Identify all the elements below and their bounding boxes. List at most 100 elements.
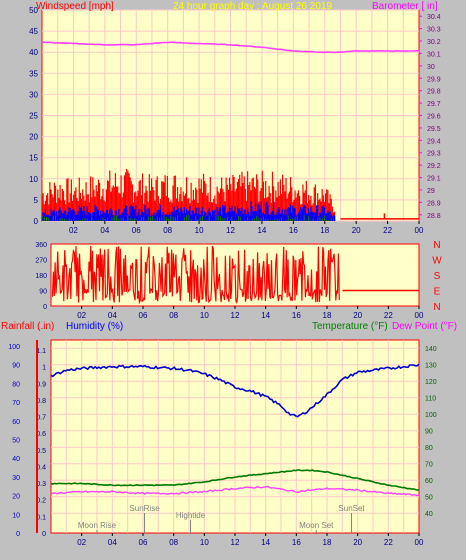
direction-xtick-label: 08 <box>169 311 178 320</box>
windspeed-tick-label: 0 <box>34 217 39 226</box>
rainfall-tick-label: 0 <box>42 531 46 538</box>
temperature-xtick-label: 02 <box>77 538 86 547</box>
direction-xtick-label: 12 <box>231 311 240 320</box>
wind-xtick-label: 10 <box>195 226 204 235</box>
temperature-xtick-label: 08 <box>169 538 178 547</box>
temperature-xtick-label: 00 <box>415 538 424 547</box>
windspeed-tick-label: 50 <box>29 6 38 15</box>
direction-xtick-label: 20 <box>353 311 362 320</box>
rainfall-tick-label: 0.1 <box>36 514 46 521</box>
direction-tick-label: 180 <box>35 273 47 280</box>
barometer-tick-label: 30.3 <box>427 27 441 34</box>
windspeed-tick-label: 10 <box>29 175 38 184</box>
rainfall-tick-label: 0.8 <box>36 398 46 405</box>
barometer-tick-label: 29.1 <box>427 176 441 183</box>
temperature-xtick-label: 12 <box>231 538 240 547</box>
temperature-xtick-label: 14 <box>261 538 270 547</box>
barometer-tick-label: 29.8 <box>427 89 441 96</box>
direction-tick-label: 90 <box>39 289 47 296</box>
event-label: SunRise <box>129 504 160 513</box>
temperature-tick-label: 40 <box>425 511 433 518</box>
temperature-xtick-label: 04 <box>108 538 117 547</box>
barometer-tick-label: 29.2 <box>427 163 441 170</box>
direction-xtick-label: 06 <box>139 311 148 320</box>
windspeed-tick-label: 45 <box>29 27 38 36</box>
temperature-tick-label: 100 <box>425 412 437 419</box>
windspeed-tick-label: 40 <box>29 48 38 57</box>
windspeed-tick-label: 5 <box>34 196 39 205</box>
rainfall-tick-label: 0.7 <box>36 415 46 422</box>
compass-label: N <box>433 302 440 313</box>
temperature-tick-label: 50 <box>425 495 433 502</box>
temperature-axis-label: Temperature (°F) <box>312 321 388 332</box>
direction-xtick-label: 22 <box>384 311 393 320</box>
barometer-tick-label: 30.4 <box>427 14 441 21</box>
direction-tick-label: 360 <box>35 242 47 249</box>
temperature-tick-label: 140 <box>425 346 437 353</box>
temperature-xtick-label: 22 <box>384 538 393 547</box>
rainfall-tick-label: 1 <box>42 365 46 372</box>
humidity-line <box>50 363 420 418</box>
temperature-tick-label: 60 <box>425 478 433 485</box>
dewpoint-axis-label: Dew Point (°F) <box>392 321 458 332</box>
event-label: SunSet <box>338 504 365 513</box>
humidity-tick-label: 30 <box>12 475 20 482</box>
barometer-tick-label: 29.9 <box>427 76 441 83</box>
temperature-xtick-label: 06 <box>139 538 148 547</box>
barometer-axis-label: Barometer [ in] <box>372 1 438 12</box>
direction-tick-label: 0 <box>43 304 47 311</box>
temperature-tick-label: 130 <box>425 363 437 370</box>
barometer-tick-label: 29.5 <box>427 126 441 133</box>
direction-xtick-label: 04 <box>108 311 117 320</box>
barometer-line <box>41 41 420 54</box>
windspeed-axis-label: Windspeed [mph] <box>36 1 114 12</box>
barometer-tick-label: 29.4 <box>427 138 441 145</box>
windspeed-tick-label: 20 <box>29 133 38 142</box>
wind-xtick-label: 08 <box>163 226 172 235</box>
barometer-tick-label: 29 <box>427 188 435 195</box>
humidity-tick-label: 100 <box>8 344 20 351</box>
barometer-tick-label: 30 <box>427 64 435 71</box>
barometer-tick-label: 30.2 <box>427 39 441 46</box>
barometer-tick-label: 28.9 <box>427 200 441 207</box>
event-label: Hightide <box>176 511 206 520</box>
rainfall-tick-label: 0.4 <box>36 464 46 471</box>
barometer-tick-label: 30.1 <box>427 51 441 58</box>
compass-label: N <box>433 240 440 251</box>
windspeed-tick-label: 30 <box>29 90 38 99</box>
event-label: Moon Set <box>299 521 334 530</box>
barometer-tick-label: 29.6 <box>427 114 441 121</box>
humidity-tick-label: 50 <box>12 438 20 445</box>
temperature-xtick-label: 10 <box>200 538 209 547</box>
wind-xtick-label: 04 <box>100 226 109 235</box>
barometer-tick-label: 28.8 <box>427 213 441 220</box>
temperature-tick-label: 90 <box>425 429 433 436</box>
rainfall-tick-label: 1.1 <box>36 348 46 355</box>
wind-xtick-label: 02 <box>69 226 78 235</box>
direction-xtick-label: 16 <box>292 311 301 320</box>
chart-title: 24 hour graph day : August 26 2019 <box>173 1 333 12</box>
humidity-tick-label: 0 <box>16 531 20 538</box>
compass-label: S <box>434 271 441 282</box>
compass-label: E <box>434 287 441 298</box>
humidity-tick-label: 80 <box>12 381 20 388</box>
direction-xtick-label: 18 <box>323 311 332 320</box>
humidity-tick-label: 90 <box>12 363 20 370</box>
rainfall-tick-label: 0.5 <box>36 448 46 455</box>
rainfall-tick-label: 0.6 <box>36 431 46 438</box>
direction-trace <box>51 245 340 305</box>
compass-label: W <box>432 256 442 267</box>
temperature-xtick-label: 16 <box>292 538 301 547</box>
temperature-tick-label: 80 <box>425 445 433 452</box>
rainfall-axis-label: Rainfall (.in) <box>1 321 55 332</box>
humidity-tick-label: 20 <box>12 494 20 501</box>
humidity-tick-label: 60 <box>12 419 20 426</box>
direction-xtick-label: 10 <box>200 311 209 320</box>
barometer-tick-label: 29.3 <box>427 151 441 158</box>
wind-xtick-label: 14 <box>257 226 266 235</box>
rainfall-tick-label: 0.3 <box>36 481 46 488</box>
windspeed-tick-label: 25 <box>29 112 38 121</box>
wind-xtick-label: 16 <box>289 226 298 235</box>
